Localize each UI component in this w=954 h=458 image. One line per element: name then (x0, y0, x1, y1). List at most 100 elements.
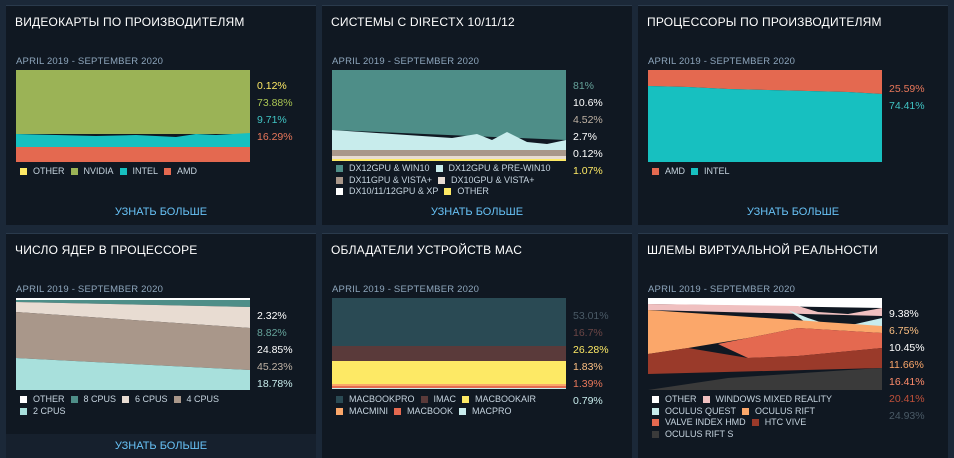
series-intel (648, 86, 882, 162)
legend-item-intel: INTEL (119, 166, 158, 178)
date-range: APRIL 2019 - SEPTEMBER 2020 (332, 284, 480, 295)
cpu-cores-chart (16, 298, 250, 390)
date-range: APRIL 2019 - SEPTEMBER 2020 (648, 56, 796, 67)
gpu-vendors-chart (16, 70, 250, 162)
learn-more-link[interactable]: УЗНАТЬ БОЛЬШЕ (430, 206, 524, 218)
series-other (648, 298, 882, 308)
legend-item-wmr: WINDOWS MIXED REALITY (702, 394, 832, 406)
legend-item-dx11-vista: DX11GPU & VISTA+ (336, 175, 432, 187)
legend-item-other: OTHER (20, 166, 65, 178)
legend-item-oculus-rift: OCULUS RIFT (742, 406, 815, 418)
series-dx12-win10 (332, 70, 566, 140)
learn-more-link-cores[interactable]: УЗНАТЬ БОЛЬШЕ (6, 434, 316, 458)
legend-item-dx12-prewin10: DX12GPU & PRE-WIN10 (435, 163, 551, 175)
legend-item-htc-vive: HTC VIVE (751, 417, 806, 429)
card-title: ОБЛАДАТЕЛИ УСТРОЙСТВ MAC (331, 243, 523, 257)
date-range: APRIL 2019 - SEPTEMBER 2020 (332, 56, 480, 67)
percentages: 9.38% 6.75% 10.45% 11.66% 16.41% 20.41% … (889, 306, 925, 425)
legend-item-xp: DX10/11/12GPU & XP (336, 186, 438, 198)
legend-item-intel: INTEL (691, 166, 730, 178)
legend-item-dx12-win10: DX12GPU & WIN10 (336, 163, 430, 175)
series-other (16, 298, 250, 300)
card-gpu-vendors: ВИДЕОКАРТЫ ПО ПРОИЗВОДИТЕЛЯМ APRIL 2019 … (6, 5, 316, 225)
date-range: APRIL 2019 - SEPTEMBER 2020 (16, 284, 164, 295)
card-vr-headsets: ШЛЕМЫ ВИРТУАЛЬНОЙ РЕАЛЬНОСТИ APRIL 2019 … (638, 233, 948, 458)
percentages: 53.01% 16.7% 26.28% 1.83% 1.39% 0.79% (573, 308, 609, 410)
legend-item-other: OTHER (652, 394, 697, 406)
card-mac-devices: ОБЛАДАТЕЛИ УСТРОЙСТВ MAC APRIL 2019 - SE… (322, 233, 632, 458)
card-title: ЧИСЛО ЯДЕР В ПРОЦЕССОРЕ (15, 243, 198, 257)
card-title: ВИДЕОКАРТЫ ПО ПРОИЗВОДИТЕЛЯМ (15, 15, 245, 29)
percentages: 0.12% 73.88% 9.71% 16.29% (257, 78, 293, 146)
series-amd (16, 147, 250, 162)
series-dx12-prewin10 (332, 130, 566, 150)
series-wmr (648, 304, 882, 316)
percentages: 2.32% 8.82% 24.85% 45.23% 18.78% (257, 308, 293, 393)
card-title: СИСТЕМЫ С DIRECTX 10/11/12 (331, 15, 515, 29)
percentages: 81% 10.6% 4.52% 2.7% 0.12% 1.07% (573, 78, 603, 180)
pct-valve-index: 16.41% (889, 376, 925, 388)
pct-other: 9.38% (889, 308, 919, 320)
card-directx: СИСТЕМЫ С DIRECTX 10/11/12 APRIL 2019 - … (322, 5, 632, 225)
legend: OTHER NVIDIA INTEL AMD (20, 166, 252, 178)
pct-oculus-quest: 10.45% (889, 342, 925, 354)
pct-macbookpro: 53.01% (573, 310, 609, 322)
legend-item-valve-index: VALVE INDEX HMD (652, 417, 746, 429)
pct-other: 0.12% (257, 80, 287, 92)
legend-item-amd: AMD (652, 166, 685, 178)
pct-macmini: 1.83% (573, 361, 603, 373)
card-title: ШЛЕМЫ ВИРТУАЛЬНОЙ РЕАЛЬНОСТИ (647, 243, 878, 257)
series-macpro (332, 388, 566, 389)
pct-dx12-prewin10: 10.6% (573, 97, 603, 109)
pct-macbookair: 26.28% (573, 344, 609, 356)
learn-more-link[interactable]: УЗНАТЬ БОЛЬШЕ (746, 206, 840, 218)
legend-item-macmini: MACMINI (336, 406, 388, 418)
legend-item-8cpus: 8 CPUS (70, 394, 116, 406)
legend-item-amd: AMD (164, 166, 197, 178)
legend-item-4cpus: 4 CPUS (173, 394, 219, 406)
series-4cpus (16, 312, 250, 370)
pct-wmr: 6.75% (889, 325, 919, 337)
legend: OTHER 8 CPUS 6 CPUS 4 CPUS 2 CPUS (20, 394, 252, 417)
pct-8cpus: 8.82% (257, 327, 287, 339)
mac-devices-chart (332, 298, 566, 389)
legend-item-other: OTHER (444, 186, 489, 198)
legend-item-macbook: MACBOOK (394, 406, 453, 418)
date-range: APRIL 2019 - SEPTEMBER 2020 (648, 284, 796, 295)
series-dx11-vista (332, 150, 566, 156)
series-htc-vive (648, 348, 882, 374)
pct-intel: 9.71% (257, 114, 287, 126)
pct-4cpus: 45.23% (257, 361, 293, 373)
legend: DX12GPU & WIN10 DX12GPU & PRE-WIN10 DX11… (336, 163, 566, 198)
pct-oculus-rift-s: 24.93% (889, 410, 925, 422)
legend-item-2cpus: 2 CPUS (20, 406, 66, 418)
pct-2cpus: 18.78% (257, 378, 293, 390)
pct-htc-vive: 20.41% (889, 393, 925, 405)
legend-item-oculus-quest: OCULUS QUEST (652, 406, 736, 418)
legend-item-nvidia: NVIDIA (70, 166, 114, 178)
pct-imac: 16.7% (573, 327, 603, 339)
pct-dx10-vista: 2.7% (573, 131, 597, 143)
legend: MACBOOKPRO IMAC MACBOOKAIR MACMINI MACBO… (336, 394, 568, 417)
pct-macpro: 0.79% (573, 395, 603, 407)
series-intel (16, 133, 250, 147)
series-macbookpro (332, 298, 566, 346)
date-range: APRIL 2019 - SEPTEMBER 2020 (16, 56, 164, 67)
legend-item-macbookair: MACBOOKAIR (462, 394, 536, 406)
card-title: ПРОЦЕССОРЫ ПО ПРОИЗВОДИТЕЛЯМ (647, 15, 882, 29)
legend-item-6cpus: 6 CPUS (122, 394, 168, 406)
learn-more-link[interactable]: УЗНАТЬ БОЛЬШЕ (114, 206, 208, 218)
card-cpu-cores: ЧИСЛО ЯДЕР В ПРОЦЕССОРЕ APRIL 2019 - SEP… (6, 233, 316, 458)
series-valve-index (718, 328, 882, 358)
series-macbook (332, 386, 566, 388)
pct-xp: 0.12% (573, 148, 603, 160)
legend-item-other: OTHER (20, 394, 65, 406)
pct-other: 2.32% (257, 310, 287, 322)
pct-intel: 74.41% (889, 100, 925, 112)
legend-item-oculus-rift-s: OCULUS RIFT S (652, 429, 733, 441)
series-other (332, 159, 566, 161)
pct-nvidia: 73.88% (257, 97, 293, 109)
directx-chart (332, 70, 566, 161)
legend-item-macpro: MACPRO (459, 406, 512, 418)
series-amd (648, 70, 882, 94)
